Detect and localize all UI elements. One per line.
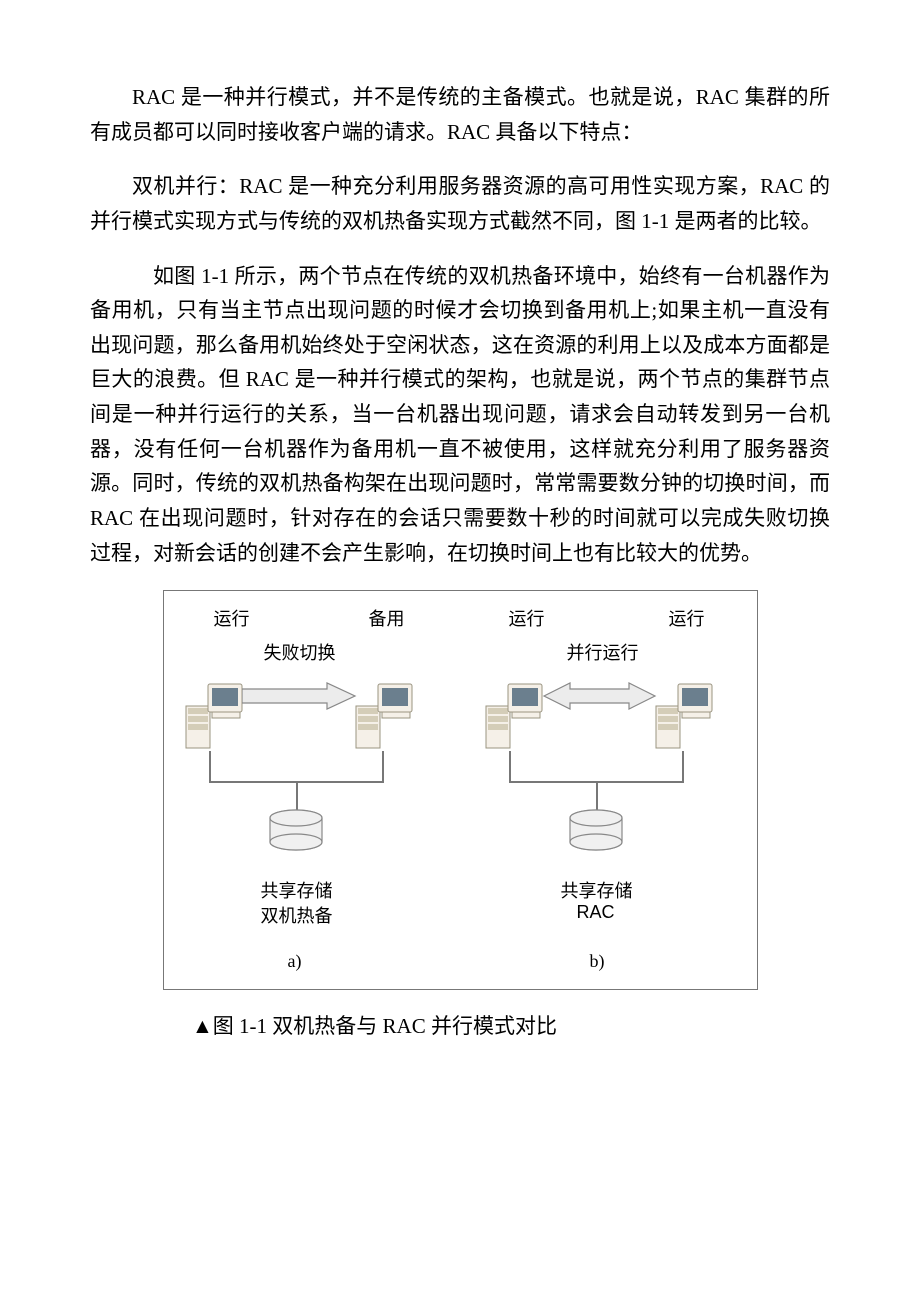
right-header-1: 运行 bbox=[509, 605, 545, 631]
left-arrow-label: 失败切换 bbox=[264, 639, 336, 665]
connector-line bbox=[509, 751, 511, 783]
comparison-diagram: 运行 备用 失败切换 bbox=[163, 590, 758, 990]
right-storage-caption: 共享存储 bbox=[561, 877, 633, 903]
single-arrow-icon bbox=[242, 681, 357, 716]
left-mode-caption: 双机热备 bbox=[261, 902, 333, 928]
left-header-2: 备用 bbox=[369, 605, 405, 631]
connector-line bbox=[682, 751, 684, 783]
server-icon bbox=[484, 676, 544, 751]
right-arrow-label: 并行运行 bbox=[567, 639, 639, 665]
right-figure-label: b) bbox=[590, 951, 605, 972]
storage-icon bbox=[266, 809, 326, 849]
server-icon bbox=[354, 676, 414, 751]
document-content: RAC 是一种并行模式，并不是传统的主备模式。也就是说，RAC 集群的所有成员都… bbox=[90, 80, 830, 1040]
connector-line bbox=[296, 783, 298, 811]
left-storage-caption: 共享存储 bbox=[261, 877, 333, 903]
server-icon bbox=[654, 676, 714, 751]
paragraph-2: 双机并行：RAC 是一种充分利用服务器资源的高可用性实现方案，RAC 的并行模式… bbox=[90, 169, 830, 238]
left-header-1: 运行 bbox=[214, 605, 250, 631]
storage-icon bbox=[566, 809, 626, 849]
server-icon bbox=[184, 676, 244, 751]
right-header-2: 运行 bbox=[669, 605, 705, 631]
connector-line bbox=[382, 751, 384, 783]
paragraph-1: RAC 是一种并行模式，并不是传统的主备模式。也就是说，RAC 集群的所有成员都… bbox=[90, 80, 830, 149]
paragraph-3: 如图 1-1 所示，两个节点在传统的双机热备环境中，始终有一台机器作为备用机，只… bbox=[90, 259, 830, 571]
double-arrow-icon bbox=[542, 681, 657, 716]
right-mode-caption: RAC bbox=[577, 902, 615, 923]
connector-line bbox=[209, 751, 211, 783]
figure-caption: ▲图 1-1 双机热备与 RAC 并行模式对比 bbox=[150, 1010, 830, 1040]
connector-line bbox=[596, 783, 598, 811]
left-figure-label: a) bbox=[288, 951, 302, 972]
